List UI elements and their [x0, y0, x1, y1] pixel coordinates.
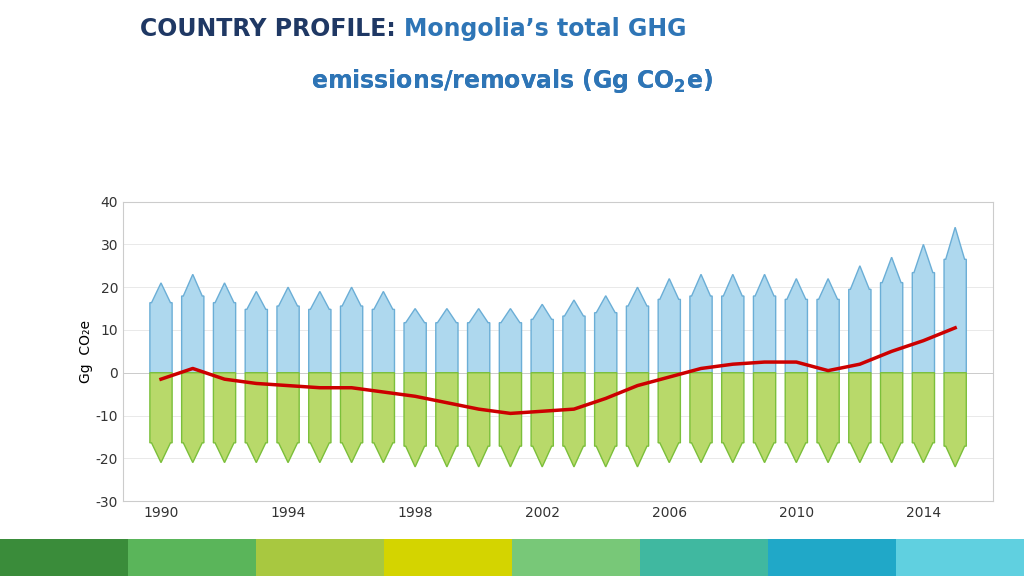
- Text: COUNTRY PROFILE:: COUNTRY PROFILE:: [140, 17, 404, 41]
- Polygon shape: [722, 274, 743, 373]
- Polygon shape: [404, 309, 426, 373]
- Polygon shape: [512, 539, 640, 576]
- Polygon shape: [213, 283, 236, 373]
- Polygon shape: [896, 539, 1024, 576]
- Polygon shape: [658, 373, 680, 463]
- Polygon shape: [500, 373, 521, 467]
- Polygon shape: [768, 539, 896, 576]
- Polygon shape: [595, 295, 616, 373]
- Polygon shape: [384, 539, 512, 576]
- Polygon shape: [500, 309, 521, 373]
- Polygon shape: [849, 266, 871, 373]
- Polygon shape: [881, 257, 903, 373]
- Polygon shape: [627, 373, 648, 467]
- Polygon shape: [531, 304, 553, 373]
- Polygon shape: [436, 373, 458, 467]
- Polygon shape: [768, 539, 896, 576]
- Polygon shape: [404, 373, 426, 467]
- Polygon shape: [817, 373, 840, 463]
- Polygon shape: [849, 373, 871, 463]
- Polygon shape: [150, 373, 172, 463]
- Y-axis label: Gg  CO₂e: Gg CO₂e: [79, 320, 93, 383]
- Polygon shape: [181, 274, 204, 373]
- Polygon shape: [373, 373, 394, 463]
- Polygon shape: [722, 373, 743, 463]
- Polygon shape: [245, 291, 267, 373]
- Polygon shape: [150, 283, 172, 373]
- Polygon shape: [658, 279, 680, 373]
- Polygon shape: [245, 373, 267, 463]
- Polygon shape: [468, 373, 489, 467]
- Polygon shape: [754, 373, 775, 463]
- Polygon shape: [276, 373, 299, 463]
- Polygon shape: [256, 539, 384, 576]
- Polygon shape: [785, 279, 808, 373]
- Polygon shape: [341, 373, 362, 463]
- Polygon shape: [436, 309, 458, 373]
- Polygon shape: [181, 373, 204, 463]
- Polygon shape: [468, 309, 489, 373]
- Polygon shape: [341, 287, 362, 373]
- Polygon shape: [881, 373, 903, 463]
- Polygon shape: [373, 291, 394, 373]
- Polygon shape: [276, 287, 299, 373]
- Polygon shape: [817, 279, 840, 373]
- Polygon shape: [595, 373, 616, 467]
- Polygon shape: [563, 300, 585, 373]
- Polygon shape: [912, 373, 935, 463]
- Polygon shape: [944, 228, 967, 373]
- Polygon shape: [640, 539, 768, 576]
- Polygon shape: [627, 287, 648, 373]
- Text: $\mathbf{emissions/removals\ (Gg\ CO_2e)}$: $\mathbf{emissions/removals\ (Gg\ CO_2e)…: [311, 67, 713, 94]
- Text: $\mathbf{emissions/removals\ (Gg\ CO_2e)}$: $\mathbf{emissions/removals\ (Gg\ CO_2e)…: [311, 67, 713, 94]
- Legend: Emissions, Removal, NET emissions: Emissions, Removal, NET emissions: [362, 564, 754, 576]
- Polygon shape: [308, 291, 331, 373]
- Polygon shape: [690, 274, 712, 373]
- Text: Mongolia’s total GHG: Mongolia’s total GHG: [404, 17, 687, 41]
- Polygon shape: [944, 373, 967, 467]
- Polygon shape: [896, 539, 1024, 576]
- Polygon shape: [531, 373, 553, 467]
- Polygon shape: [0, 539, 128, 576]
- Polygon shape: [690, 373, 712, 463]
- Polygon shape: [754, 274, 775, 373]
- Polygon shape: [128, 539, 256, 576]
- Polygon shape: [0, 539, 128, 576]
- Polygon shape: [128, 539, 256, 576]
- Polygon shape: [213, 373, 236, 463]
- Polygon shape: [256, 539, 384, 576]
- Polygon shape: [563, 373, 585, 467]
- Polygon shape: [384, 539, 512, 576]
- Polygon shape: [912, 244, 935, 373]
- Polygon shape: [512, 539, 640, 576]
- Polygon shape: [308, 373, 331, 463]
- Polygon shape: [785, 373, 808, 463]
- Polygon shape: [640, 539, 768, 576]
